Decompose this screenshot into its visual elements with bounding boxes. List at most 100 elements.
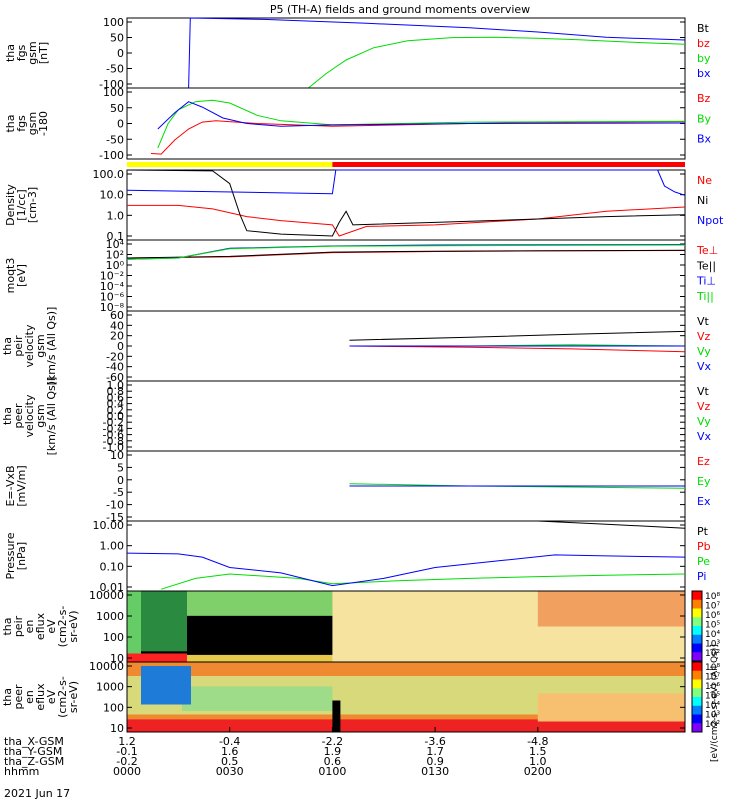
ylabel-peer_vel-1: peer [12,403,25,429]
legend-fgs_dsl-0: Bz [697,92,711,105]
region-bar-yellow [127,162,333,167]
xtick-2-2: 0.6 [324,755,342,768]
colorbar-tick-0-2: 10⁶ [705,611,720,621]
ylabel-temp-0: moqt3 [4,258,17,294]
ylabel-peir_spec-6: sr-eV) [67,610,80,642]
date-label: 2021 Jun 17 [4,787,70,800]
ytick-temp-3: 10⁻² [100,270,124,283]
ylabel-peir_vel-0: tha [1,337,14,355]
legend-density-0: Ne [697,174,712,187]
ylabel-peer_vel-3: gsm [34,404,47,427]
ytick-peir_vel-2: 20 [110,330,124,343]
xtick-2-3: 0.9 [426,755,444,768]
legend-fgs_dsl-1: By [697,112,712,125]
series-fgs_dsl-By [157,99,686,149]
xtick-1-4: 1.5 [529,745,547,758]
ytick-peer_vel-8: -0.6 [103,429,124,442]
ytick-pressure-3: 0.01 [100,581,125,594]
ytick-temp-4: 10⁻⁴ [100,280,125,293]
spectrogram-peir_spec [127,591,685,662]
xtick-3-1: 0030 [216,765,244,778]
legend-peer_vel-2: Vy [697,415,711,428]
ylabel-efield-0: E=-VxB [4,465,17,506]
ytick-peir_spec-2: 100 [103,631,124,644]
ytick-fgs_dsl-4: -100 [99,149,124,162]
ytick-peer_spec-3: 10 [110,722,124,735]
spectrogram-peer_spec [127,662,685,732]
ylabel-peer_spec-6: sr-eV) [67,681,80,713]
ytick-peir_vel-0: 60 [110,309,124,322]
legend-fgs_dsl-2: Bx [697,133,712,146]
colorbar-tick-0-6: 10² [705,649,720,659]
panel-frame-peer_vel [126,380,686,452]
panel-density: Density[1/cc][cm-3] 100.0 10.0 1.0 0.1 Ne Ni Np… [4,168,724,243]
ylabel-density-2: [cm-3] [26,187,39,223]
ytick-temp-0: 10⁴ [106,238,125,251]
series-fgs-bx [188,17,686,89]
panel-pressure: Pressure[nPa] 10.00 1.00 0.10 0.01 Pt Pb Pe Pi [4,519,711,594]
ylabel-peer_spec-0: tha [1,688,14,706]
ytick-temp-1: 10² [106,249,124,262]
ytick-efield-5: -15 [106,511,124,524]
ytick-fgs-3: -50 [106,63,124,76]
ylabel-fgs_dsl-3: -180 [37,111,50,136]
legend-efield-2: Ex [697,495,711,508]
xtick-3-3: 0130 [421,765,449,778]
ytick-peer_spec-0: 10000 [89,660,124,673]
ylabel-peir_vel-4: [km/s (All Qs)] [45,307,58,386]
ytick-peir_vel-1: 40 [110,319,124,332]
xtick-2-1: 0.5 [221,755,239,768]
ytick-peer_vel-0: 1.0 [107,379,125,392]
ytick-peer_vel-4: 0.2 [107,404,125,417]
ytick-efield-1: 5 [117,461,124,474]
ytick-pressure-2: 0.10 [100,560,125,573]
xtick-0-1: -0.4 [219,735,240,748]
ylabel-fgs-3: [nT] [37,42,50,64]
chart-title: P5 (TH-A) fields and ground moments over… [270,3,530,16]
series-temp-Ti|| [126,244,686,260]
ylabel-peir_spec-3: eflux [34,612,47,640]
ylabel-pressure-0: Pressure [4,532,17,579]
series-pressure-Pe [161,573,686,590]
ytick-fgs_dsl-3: -50 [106,133,124,146]
ylabel-density-1: [1/cc] [15,189,28,220]
xrow-label-1: tha_Y-GSM [4,745,62,758]
ytick-fgs_dsl-2: 0 [117,118,124,131]
ytick-peer_vel-2: 0.6 [107,391,125,404]
colorbar-tick-0-4: 10⁴ [705,630,720,640]
colorbar-tick-1-3: 10⁵ [705,692,720,702]
ylabel-pressure-1: [nPa] [15,542,28,570]
ylabel-peir_spec-5: (cm2-s- [56,606,69,648]
panel-frame-density [126,169,686,241]
ytick-peer_spec-1: 1000 [96,681,124,694]
xtick-0-4: -4.8 [527,735,548,748]
ylabel-peir_vel-3: gsm [34,334,47,357]
series-density-Npot [126,169,686,196]
xtick-3-2: 0100 [318,765,346,778]
xtick-2-0: -0.2 [116,755,137,768]
series-peir_vel-Vt [349,330,686,341]
ytick-efield-4: -10 [106,499,124,512]
legend-fgs-0: Bt [697,22,710,35]
colorbar-tick-1-6: 10² [705,720,720,730]
legend-temp-1: Te|| [696,259,716,272]
ylabel-peer_vel-2: velocity [23,394,36,437]
ytick-peir_spec-3: 10 [110,652,124,665]
series-pressure-Pt [537,520,686,529]
series-peir_vel-Vz [349,345,686,353]
ytick-fgs-1: 50 [110,32,124,45]
ylabel-peir_spec-4: eV [45,619,58,634]
ylabel-fgs-1: fgs [15,44,28,61]
xtick-1-3: 1.7 [426,745,444,758]
legend-fgs-2: by [697,52,711,65]
ytick-peir_spec-1: 1000 [96,610,124,623]
xrow-label-2: tha_Z-GSM [4,755,64,768]
xtick-3-4: 0200 [524,765,552,778]
